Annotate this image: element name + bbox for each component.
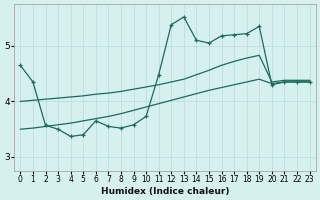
X-axis label: Humidex (Indice chaleur): Humidex (Indice chaleur): [101, 187, 229, 196]
